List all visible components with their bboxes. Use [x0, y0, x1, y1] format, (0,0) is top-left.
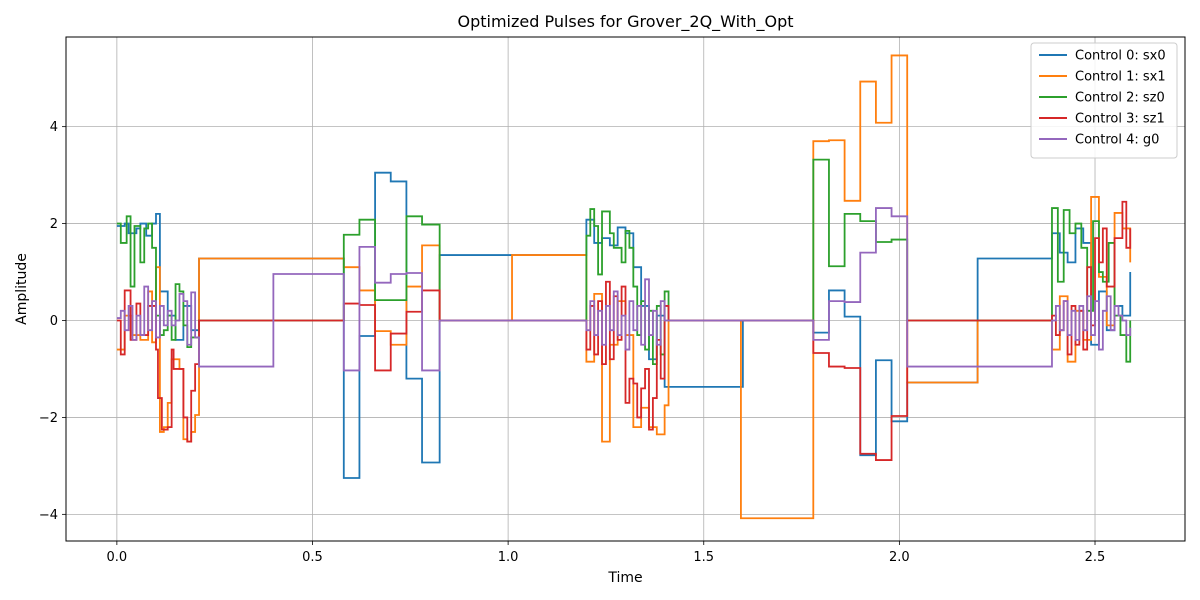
y-tick-label: −2	[39, 411, 58, 426]
legend-label-1: Control 1: sx1	[1075, 70, 1166, 85]
legend-label-3: Control 3: sz1	[1075, 112, 1165, 127]
x-tick-label: 2.0	[889, 550, 910, 565]
y-tick-label: −4	[39, 508, 58, 523]
x-tick-label: 0.5	[302, 550, 323, 565]
x-tick-label: 1.5	[693, 550, 714, 565]
y-axis-title: Amplitude	[14, 253, 30, 325]
legend: Control 0: sx0 Control 1: sx1 Control 2: s…	[1030, 42, 1178, 159]
y-tick-label: 0	[50, 314, 58, 329]
legend-label-2: Control 2: sz0	[1075, 91, 1165, 106]
x-tick-label: 0.0	[107, 550, 128, 565]
x-axis-title: Time	[607, 570, 642, 586]
plot-frame	[65, 36, 1186, 542]
legend-label-0: Control 0: sx0	[1075, 49, 1166, 64]
series-line-0	[116, 171, 1132, 479]
series-line-2	[116, 158, 1132, 366]
legend-label-4: Control 4: g0	[1075, 133, 1159, 148]
series-line-4	[116, 207, 1132, 372]
y-tick-label: 2	[50, 217, 58, 232]
x-tick-label: 2.5	[1085, 550, 1106, 565]
chart-title: Optimized Pulses for Grover_2Q_With_Opt	[457, 12, 793, 32]
x-tick-label: 1.0	[498, 550, 519, 565]
legend-frame	[1030, 42, 1178, 159]
y-tick-label: 4	[50, 120, 58, 135]
series-lines	[116, 54, 1132, 520]
axis-ticks: 0.0 0.5 1.0 1.5 2.0 2.5 −4 −2 0 2 4	[39, 120, 1106, 565]
